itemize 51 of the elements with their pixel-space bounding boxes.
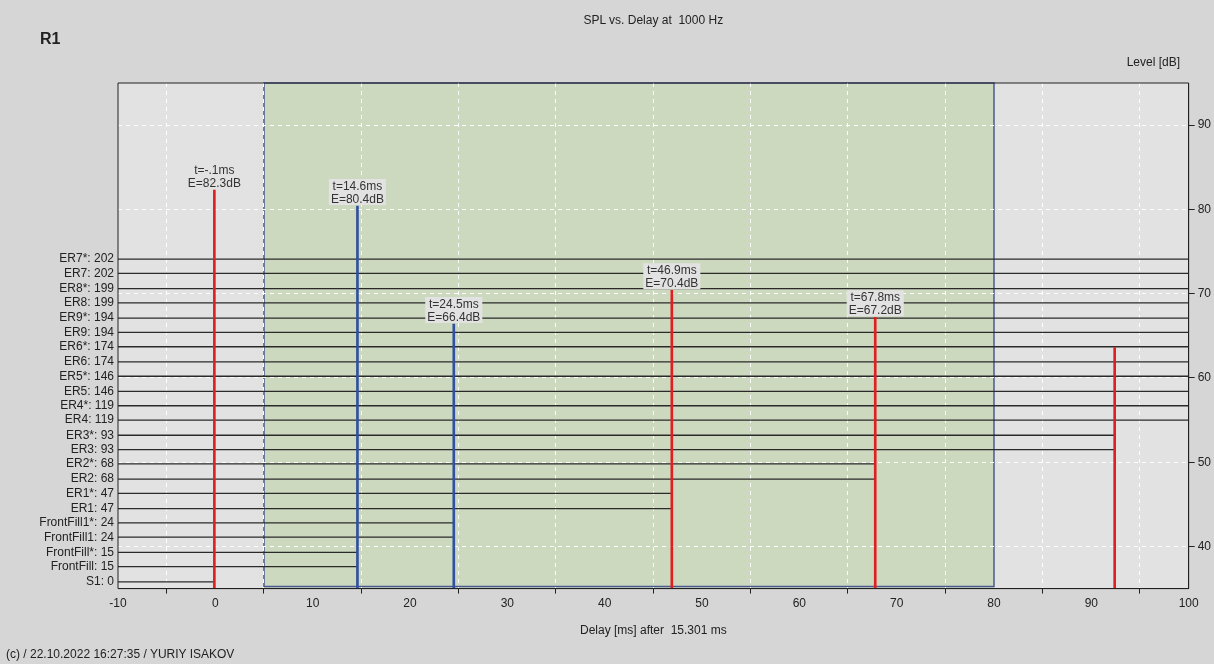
series-label: ER7: 202 [63,265,115,280]
series-label: ER5*: 146 [59,368,115,383]
x-tick-label: 40 [597,596,612,611]
series-label: ER8: 199 [63,295,115,310]
series-label: ER6*: 174 [59,339,115,354]
series-label: ER1: 47 [70,500,115,515]
x-tick-label: 30 [500,596,515,611]
series-label: ER6: 174 [63,354,115,369]
series-label: ER7*: 202 [59,251,115,266]
series-label: ER4*: 119 [60,398,115,413]
series-label: ER9: 194 [63,324,115,339]
y-tick-label: 40 [1197,538,1212,553]
x-tick-label: 0 [211,596,219,611]
series-label: FrontFill1*: 24 [39,515,115,530]
series-label: S1: 0 [85,574,115,589]
y-tick-label: 50 [1197,454,1212,469]
series-label: ER2*: 68 [65,456,115,471]
series-label: ER5: 146 [63,383,115,398]
x-tick-label: 60 [792,596,807,611]
series-label: ER9*: 194 [59,310,115,325]
y-axis-title: Level [dB] [1126,55,1180,69]
series-label: ER1*: 47 [65,485,115,500]
data-label: t=24.5ms E=66.4dB [427,297,481,324]
x-tick-label: 10 [305,596,320,611]
series-label: FrontFill1: 24 [43,529,115,544]
series-label: ER3: 93 [70,441,115,456]
x-tick-label: 80 [987,596,1001,611]
y-tick-label: 70 [1197,285,1212,300]
data-label: t=-.1ms E=82.3dB [187,163,241,191]
y-tick-label: 90 [1197,117,1212,132]
text: (c) / 22.10.2022 16:27:35 / YURIY ISAKOV [6,647,235,661]
y-tick-label: 60 [1197,370,1212,385]
series-label: ER4: 119 [64,412,115,427]
x-tick-label: 20 [403,596,417,611]
x-tick-label: 50 [695,596,709,611]
series-label: FrontFill: 15 [50,559,115,573]
series-label: ER3*: 93 [65,427,115,442]
chart-title: SPL vs. Delay at 1000 Hz [583,13,724,27]
series-label: ER2: 68 [70,471,115,486]
x-tick-label: -10 [109,596,127,611]
x-tick-label: 70 [889,596,904,611]
data-label: t=67.8ms E=67.2dB [848,290,902,318]
chart-subtitle: R1 [40,30,61,47]
data-label: t=14.6ms E=80.4dB [330,179,384,207]
series-label: FrontFill*: 15 [45,544,115,559]
x-tick-label: 90 [1084,596,1099,611]
x-tick-label: 100 [1178,596,1199,611]
x-axis-title: Delay [ms] after 15.301 ms [579,623,727,637]
data-label: t=46.9ms E=70.4dB [645,263,699,291]
series-label: ER8*: 199 [59,280,115,295]
y-tick-label: 80 [1197,201,1212,216]
